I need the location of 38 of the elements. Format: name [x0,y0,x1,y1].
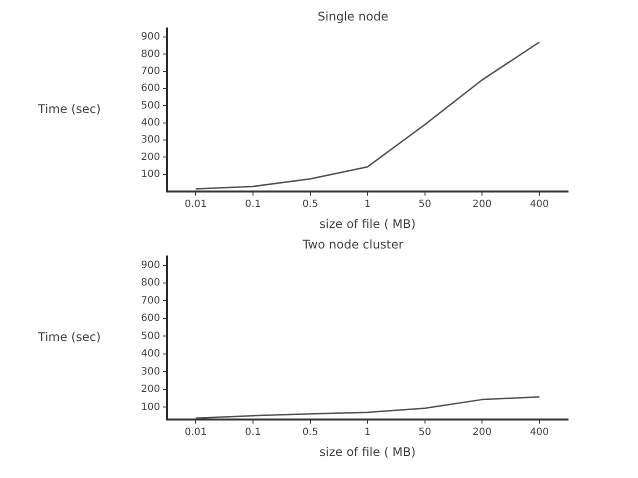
x-tick-label: 400 [530,427,549,438]
x-tick-label: 0.1 [245,199,261,210]
x-tick-label: 200 [472,427,492,438]
y-tick-label: 200 [140,152,160,163]
y-tick-label: 200 [140,384,160,396]
y-tick-label: 900 [140,32,160,43]
x-tick-label: 50 [418,427,432,438]
y-tick-label: 300 [140,134,160,146]
x-tick-label: 400 [530,199,549,210]
chart-title: Two node cluster [302,237,404,252]
x-tick-label: 0.01 [184,199,207,210]
x-tick-label: 0.01 [184,427,207,438]
y-tick-label: 100 [140,169,160,180]
x-axis-title: size of file ( MB) [319,444,416,459]
y-tick-label: 400 [140,348,160,360]
y-tick-label: 300 [140,366,160,378]
x-tick-label: 0.5 [302,199,318,210]
y-tick-label: 400 [140,117,160,128]
y-tick-label: 100 [140,402,160,413]
x-tick-label: 1 [364,427,371,438]
y-tick-label: 500 [140,100,160,112]
y-tick-label: 600 [140,313,160,324]
x-tick-label: 200 [472,199,492,210]
x-tick-label: 1 [364,199,371,210]
y-tick-label: 700 [140,295,160,306]
x-tick-label: 0.5 [302,427,318,438]
y-tick-label: 700 [140,66,160,77]
x-tick-label: 0.1 [245,427,261,438]
y-axis-title: Time (sec) [37,102,101,116]
y-tick-label: 800 [140,278,160,289]
chart-title: Single node [318,9,388,24]
y-axis-title: Time (sec) [37,330,101,344]
x-axis-title: size of file ( MB) [319,216,416,231]
y-tick-label: 800 [140,48,160,60]
y-tick-label: 600 [140,83,160,94]
x-tick-label: 50 [418,199,432,210]
y-tick-label: 500 [140,330,160,342]
y-tick-label: 900 [140,260,160,271]
